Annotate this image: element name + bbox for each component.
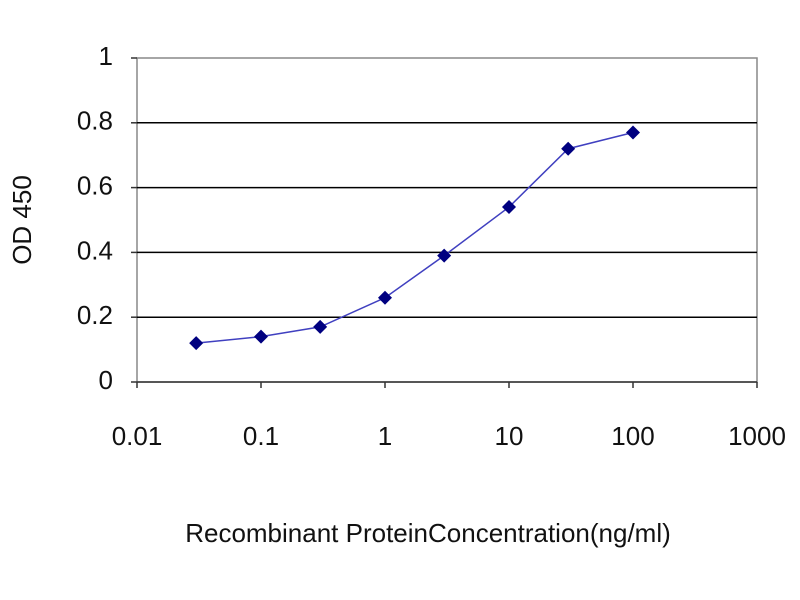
x-tick-label: 10 — [495, 421, 524, 451]
data-point — [189, 336, 204, 351]
data-point — [561, 141, 576, 156]
data-point — [378, 290, 392, 305]
y-tick-label: 0.8 — [77, 106, 113, 136]
x-tick-label: 1000 — [728, 421, 786, 451]
plot-area — [136, 57, 758, 383]
data-point — [313, 319, 328, 334]
y-tick-label: 0 — [99, 365, 113, 395]
y-tick-label: 1 — [99, 41, 113, 71]
x-tick-label: 0.01 — [112, 421, 163, 451]
x-tick-label: 1 — [378, 421, 392, 451]
x-tick-label: 0.1 — [243, 421, 279, 451]
data-point — [626, 125, 640, 140]
y-axis-label: OD 450 — [7, 175, 37, 265]
x-axis-label: Recombinant ProteinConcentration(ng/ml) — [185, 518, 671, 548]
y-tick-label: 0.6 — [77, 170, 113, 200]
y-tick-label: 0.4 — [77, 235, 113, 265]
x-tick-label: 100 — [611, 421, 654, 451]
data-line — [196, 131, 634, 344]
data-point — [502, 200, 516, 215]
y-tick-label: 0.2 — [77, 300, 113, 330]
data-point — [437, 248, 452, 263]
data-point — [254, 329, 268, 344]
